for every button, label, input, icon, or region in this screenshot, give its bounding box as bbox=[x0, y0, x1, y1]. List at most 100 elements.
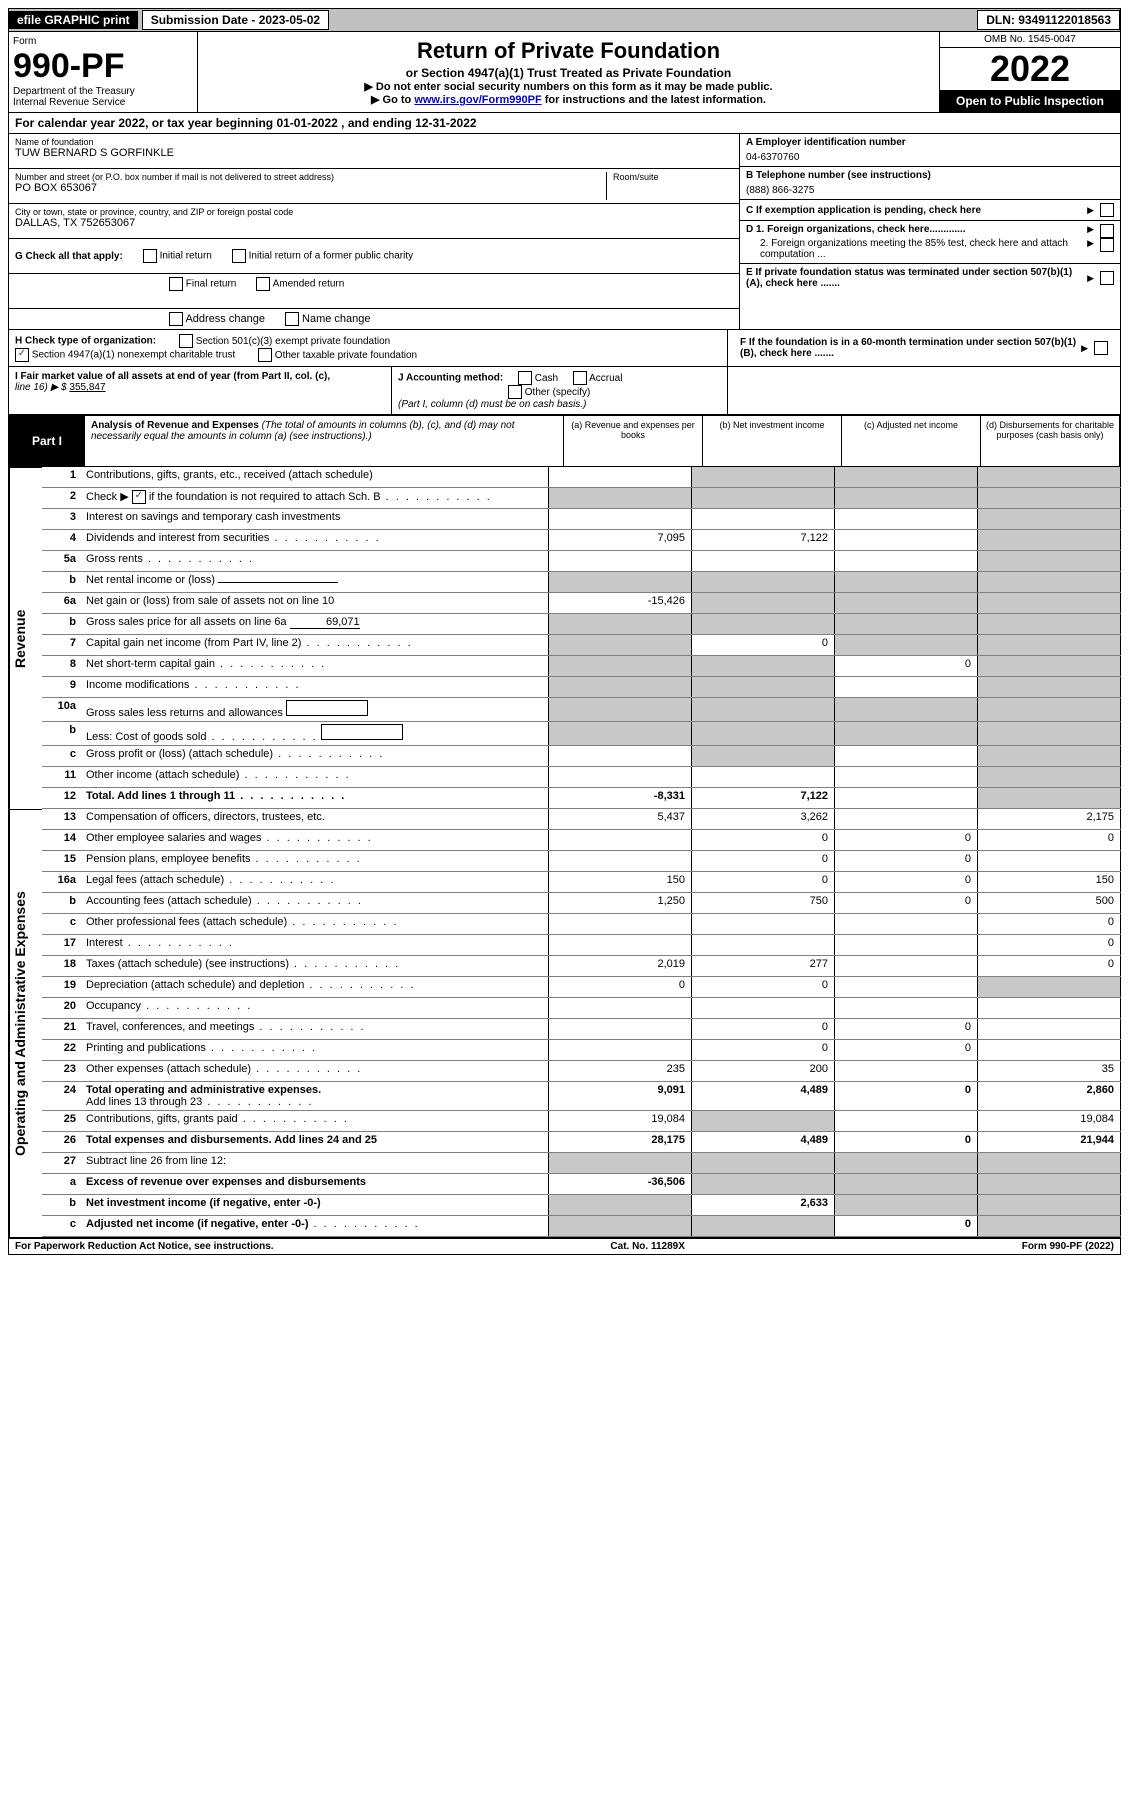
cat-number: Cat. No. 11289X bbox=[610, 1241, 684, 1252]
ein-box: A Employer identification number 04-6370… bbox=[740, 134, 1120, 167]
open-inspection: Open to Public Inspection bbox=[940, 90, 1120, 112]
foundation-name: TUW BERNARD S GORFINKLE bbox=[15, 147, 733, 159]
line-9: Income modifications bbox=[82, 677, 548, 697]
form-number: 990-PF bbox=[13, 47, 193, 86]
room-suite-label: Room/suite bbox=[613, 172, 733, 182]
line-27b: Net investment income (if negative, ente… bbox=[82, 1195, 548, 1215]
cb-status-terminated[interactable] bbox=[1100, 271, 1114, 285]
line-19: Depreciation (attach schedule) and deple… bbox=[82, 977, 548, 997]
line-27c: Adjusted net income (if negative, enter … bbox=[82, 1216, 548, 1236]
header-right: OMB No. 1545-0047 2022 Open to Public In… bbox=[939, 32, 1120, 112]
cb-cash[interactable] bbox=[518, 371, 532, 385]
d-foreign: D 1. Foreign organizations, check here..… bbox=[740, 221, 1120, 264]
form-ref: Form 990-PF (2022) bbox=[1022, 1241, 1114, 1252]
line-3: Interest on savings and temporary cash i… bbox=[82, 509, 548, 529]
omb-number: OMB No. 1545-0047 bbox=[940, 32, 1120, 48]
instructions-link[interactable]: www.irs.gov/Form990PF bbox=[414, 94, 541, 106]
col-a-header: (a) Revenue and expenses per books bbox=[563, 416, 702, 466]
cb-amended[interactable] bbox=[256, 277, 270, 291]
info-left: Name of foundation TUW BERNARD S GORFINK… bbox=[9, 134, 739, 329]
cb-address-change[interactable] bbox=[169, 312, 183, 326]
fmv-value: 355,847 bbox=[69, 382, 105, 393]
phone-box: B Telephone number (see instructions) (8… bbox=[740, 167, 1120, 200]
line-2: Check ▶ ✓ if the foundation is not requi… bbox=[82, 488, 548, 508]
col-b-header: (b) Net investment income bbox=[702, 416, 841, 466]
line-12: Total. Add lines 1 through 11 bbox=[82, 788, 548, 808]
ein-value: 04-6370760 bbox=[746, 148, 906, 163]
line-27a: Excess of revenue over expenses and disb… bbox=[82, 1174, 548, 1194]
header-left: Form 990-PF Department of the Treasury I… bbox=[9, 32, 198, 112]
cb-final-return[interactable] bbox=[169, 277, 183, 291]
dept-treasury: Department of the Treasury bbox=[13, 86, 193, 97]
revenue-label: Revenue bbox=[9, 467, 42, 809]
line-11: Other income (attach schedule) bbox=[82, 767, 548, 787]
line-10c: Gross profit or (loss) (attach schedule) bbox=[82, 746, 548, 766]
paperwork-notice: For Paperwork Reduction Act Notice, see … bbox=[15, 1241, 274, 1252]
part1-header: Part I Analysis of Revenue and Expenses … bbox=[8, 415, 1121, 467]
line-21: Travel, conferences, and meetings bbox=[82, 1019, 548, 1039]
form-word: Form bbox=[13, 36, 193, 47]
cb-exemption-pending[interactable] bbox=[1100, 203, 1114, 217]
g-check-row: G Check all that apply: Initial return I… bbox=[9, 239, 739, 274]
cb-501c3[interactable] bbox=[179, 334, 193, 348]
foundation-name-box: Name of foundation TUW BERNARD S GORFINK… bbox=[9, 134, 739, 169]
line-24: Total operating and administrative expen… bbox=[82, 1082, 548, 1110]
expenses-section: Operating and Administrative Expenses 13… bbox=[8, 809, 1121, 1237]
info-right: A Employer identification number 04-6370… bbox=[739, 134, 1120, 329]
cb-initial-return[interactable] bbox=[143, 249, 157, 263]
h-row: H Check type of organization: Section 50… bbox=[8, 330, 1121, 367]
line-17: Interest bbox=[82, 935, 548, 955]
line-6a: Net gain or (loss) from sale of assets n… bbox=[82, 593, 548, 613]
cb-accrual[interactable] bbox=[573, 371, 587, 385]
ij-row: I Fair market value of all assets at end… bbox=[8, 367, 1121, 415]
cb-60-month[interactable] bbox=[1094, 341, 1108, 355]
form-header: Form 990-PF Department of the Treasury I… bbox=[8, 32, 1121, 113]
cb-initial-former[interactable] bbox=[232, 249, 246, 263]
line-8: Net short-term capital gain bbox=[82, 656, 548, 676]
line-18: Taxes (attach schedule) (see instruction… bbox=[82, 956, 548, 976]
cb-other-taxable[interactable] bbox=[258, 348, 272, 362]
submission-date: Submission Date - 2023-05-02 bbox=[142, 10, 329, 30]
part1-label: Part I bbox=[9, 416, 85, 466]
phone-value: (888) 866-3275 bbox=[746, 181, 931, 196]
f-60month: F If the foundation is in a 60-month ter… bbox=[734, 334, 1114, 362]
line-4: Dividends and interest from securities bbox=[82, 530, 548, 550]
top-bar: efile GRAPHIC print Submission Date - 20… bbox=[8, 8, 1121, 32]
col-d-header: (d) Disbursements for charitable purpose… bbox=[980, 416, 1120, 466]
line-16c: Other professional fees (attach schedule… bbox=[82, 914, 548, 934]
info-section: Name of foundation TUW BERNARD S GORFINK… bbox=[8, 134, 1121, 330]
dln-label: DLN: 93491122018563 bbox=[977, 10, 1120, 30]
calendar-year-line: For calendar year 2022, or tax year begi… bbox=[8, 113, 1121, 134]
part1-title: Analysis of Revenue and Expenses (The to… bbox=[85, 416, 563, 466]
note-ssn: ▶ Do not enter social security numbers o… bbox=[202, 80, 935, 93]
line-16a: Legal fees (attach schedule) bbox=[82, 872, 548, 892]
line-10b: Less: Cost of goods sold bbox=[82, 722, 548, 745]
cb-85-test[interactable] bbox=[1100, 238, 1114, 252]
irs-label: Internal Revenue Service bbox=[13, 97, 193, 108]
page-footer: For Paperwork Reduction Act Notice, see … bbox=[8, 1237, 1121, 1255]
city-state-zip: DALLAS, TX 752653067 bbox=[15, 217, 733, 229]
cb-no-schb[interactable]: ✓ bbox=[132, 490, 146, 504]
cb-4947a1[interactable]: ✓ bbox=[15, 348, 29, 362]
form-title: Return of Private Foundation bbox=[202, 38, 935, 64]
line-13: Compensation of officers, directors, tru… bbox=[82, 809, 548, 829]
revenue-section: Revenue 1Contributions, gifts, grants, e… bbox=[8, 467, 1121, 809]
c-exemption: C If exemption application is pending, c… bbox=[740, 200, 1120, 221]
city-box: City or town, state or province, country… bbox=[9, 204, 739, 239]
line-6b: Gross sales price for all assets on line… bbox=[82, 614, 548, 634]
street-address: PO BOX 653067 bbox=[15, 182, 606, 194]
cb-name-change[interactable] bbox=[285, 312, 299, 326]
line-23: Other expenses (attach schedule) bbox=[82, 1061, 548, 1081]
line-26: Total expenses and disbursements. Add li… bbox=[82, 1132, 548, 1152]
col-c-header: (c) Adjusted net income bbox=[841, 416, 980, 466]
line-22: Printing and publications bbox=[82, 1040, 548, 1060]
line-1: Contributions, gifts, grants, etc., rece… bbox=[82, 467, 548, 487]
cb-other-method[interactable] bbox=[508, 385, 522, 399]
note-link: ▶ Go to www.irs.gov/Form990PF for instru… bbox=[202, 93, 935, 106]
i-fmv: I Fair market value of all assets at end… bbox=[9, 367, 392, 414]
line-5b: Net rental income or (loss) bbox=[82, 572, 548, 592]
form-subtitle: or Section 4947(a)(1) Trust Treated as P… bbox=[202, 66, 935, 80]
line-25: Contributions, gifts, grants paid bbox=[82, 1111, 548, 1131]
cb-foreign-org[interactable] bbox=[1100, 224, 1114, 238]
tax-year: 2022 bbox=[940, 48, 1120, 90]
